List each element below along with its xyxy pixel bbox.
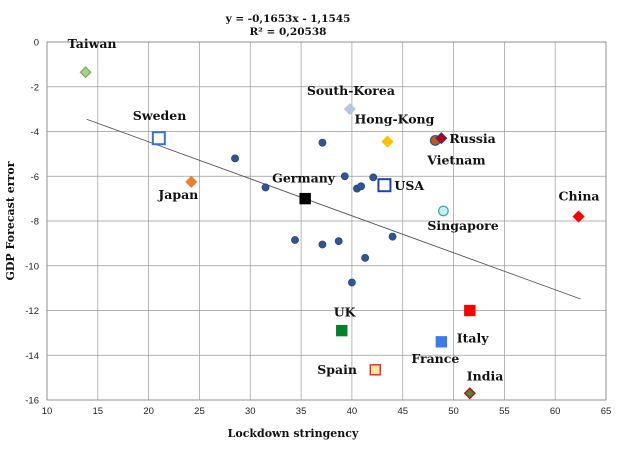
label-sweden: Sweden [133,108,187,123]
data-point [334,237,343,246]
labeled-points [79,66,585,400]
trendline-r-squared: R² = 0,20538 [250,26,327,38]
point-singapore [437,205,449,217]
y-tick-label: -16 [25,396,39,407]
point-taiwan [79,66,92,79]
data-point [369,173,378,182]
point-russia [435,132,448,145]
label-usa: USA [394,178,424,193]
x-axis-ticks: 10 15 20 25 30 35 40 45 50 55 60 65 [42,406,612,417]
label-hong-kong: Hong-Kong [354,112,434,127]
point-hong-kong [381,135,394,148]
point-spain [369,364,381,376]
y-axis-ticks: 0 -2 -4 -6 -8 -10 -12 -14 -16 [25,38,39,407]
x-tick-label: 50 [448,406,459,417]
x-tick-label: 20 [143,406,154,417]
y-tick-label: 0 [34,38,39,49]
plot-frame [46,41,607,401]
label-uk: UK [334,305,357,320]
point-italy [464,304,476,317]
data-point [291,236,299,244]
trendline-equation: y = -0,1653x - 1,1545 [225,13,351,25]
x-tick-label: 55 [499,406,510,417]
y-tick-label: -8 [31,217,39,228]
point-india [463,387,476,400]
data-point [340,172,349,181]
data-point [361,254,370,262]
y-tick-label: -10 [25,261,39,272]
x-tick-label: 15 [93,406,104,417]
point-japan [185,175,198,188]
label-spain: Spain [317,362,357,377]
label-japan: Japan [157,187,198,202]
point-usa [377,178,392,193]
x-tick-label: 25 [194,406,205,417]
label-china: China [559,189,600,204]
x-tick-label: 30 [245,406,256,417]
x-tick-label: 40 [347,406,358,417]
label-india: India [467,368,504,383]
point-sweden [151,131,166,146]
unlabeled-points [231,138,397,287]
x-tick-label: 35 [296,406,307,417]
x-tick-label: 60 [550,406,561,417]
y-tick-label: -2 [31,82,39,93]
label-south-korea: South-Korea [307,83,395,98]
x-tick-label: 10 [42,406,53,417]
point-germany [299,192,311,205]
data-point [357,182,365,191]
country-labels: Taiwan Sweden Japan South-Korea Hong-Kong Vie… [68,36,600,383]
point-uk [336,324,348,337]
data-point [231,154,239,163]
y-tick-label: -14 [25,351,39,362]
data-point [348,278,356,287]
data-point [318,138,327,147]
label-russia: Russia [449,131,495,146]
label-france: France [411,351,459,366]
label-italy: Italy [457,331,489,346]
label-taiwan: Taiwan [68,36,117,51]
data-point [388,232,397,241]
x-tick-label: 45 [397,406,408,417]
y-tick-label: -12 [25,306,39,317]
y-tick-label: -4 [31,127,39,138]
label-singapore: Singapore [427,218,498,233]
point-france [435,336,448,348]
label-vietnam: Vietnam [426,152,485,167]
y-axis-title: GDP Forecast error [4,161,17,280]
x-axis-title: Lockdown stringency [228,427,359,440]
y-tick-label: -6 [31,172,39,183]
trendline [86,118,581,300]
data-point [318,240,327,249]
label-germany: Germany [272,171,336,186]
x-tick-label: 65 [601,406,612,417]
data-point [261,183,270,192]
point-south-korea [343,103,356,116]
point-china [572,210,585,223]
